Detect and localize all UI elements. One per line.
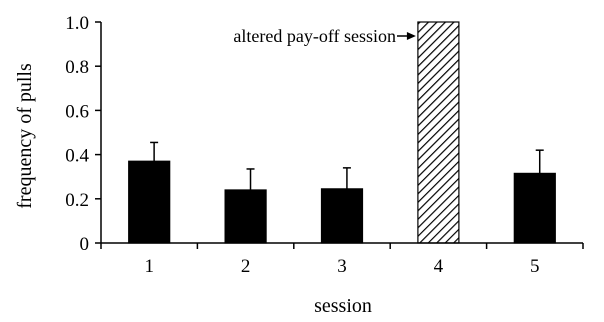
x-tick-label: 4 [434, 256, 444, 277]
annotation-arrow-head [406, 32, 416, 40]
x-axis-title: session [314, 295, 372, 317]
error-bars-group [150, 141, 544, 190]
y-tick-label: 0.2 [65, 190, 89, 211]
y-tick-label: 0.6 [65, 101, 89, 122]
y-tick-label: 0.8 [65, 57, 89, 78]
x-axis-ticks: 1 2 3 4 5 [100, 243, 584, 277]
y-tick-label: 1.0 [65, 13, 89, 34]
bar [320, 188, 364, 244]
x-tick-label: 1 [144, 256, 154, 277]
x-tick-label: 5 [530, 256, 540, 277]
bar-hatched [417, 21, 460, 244]
y-tick-label: 0 [80, 234, 90, 255]
x-tick-label: 2 [241, 256, 251, 277]
bar [128, 160, 171, 244]
annotation-text: altered pay-off session [233, 26, 396, 46]
bar [224, 189, 267, 244]
y-axis-title: frequency of pulls [14, 63, 36, 209]
y-axis-ticks: 0 0.2 0.4 0.6 0.8 1.0 [65, 13, 101, 255]
annotation: altered pay-off session [233, 26, 416, 46]
bar [513, 172, 556, 244]
y-tick-label: 0.4 [65, 146, 89, 167]
bars-group [128, 21, 556, 244]
x-tick-label: 3 [337, 256, 347, 277]
